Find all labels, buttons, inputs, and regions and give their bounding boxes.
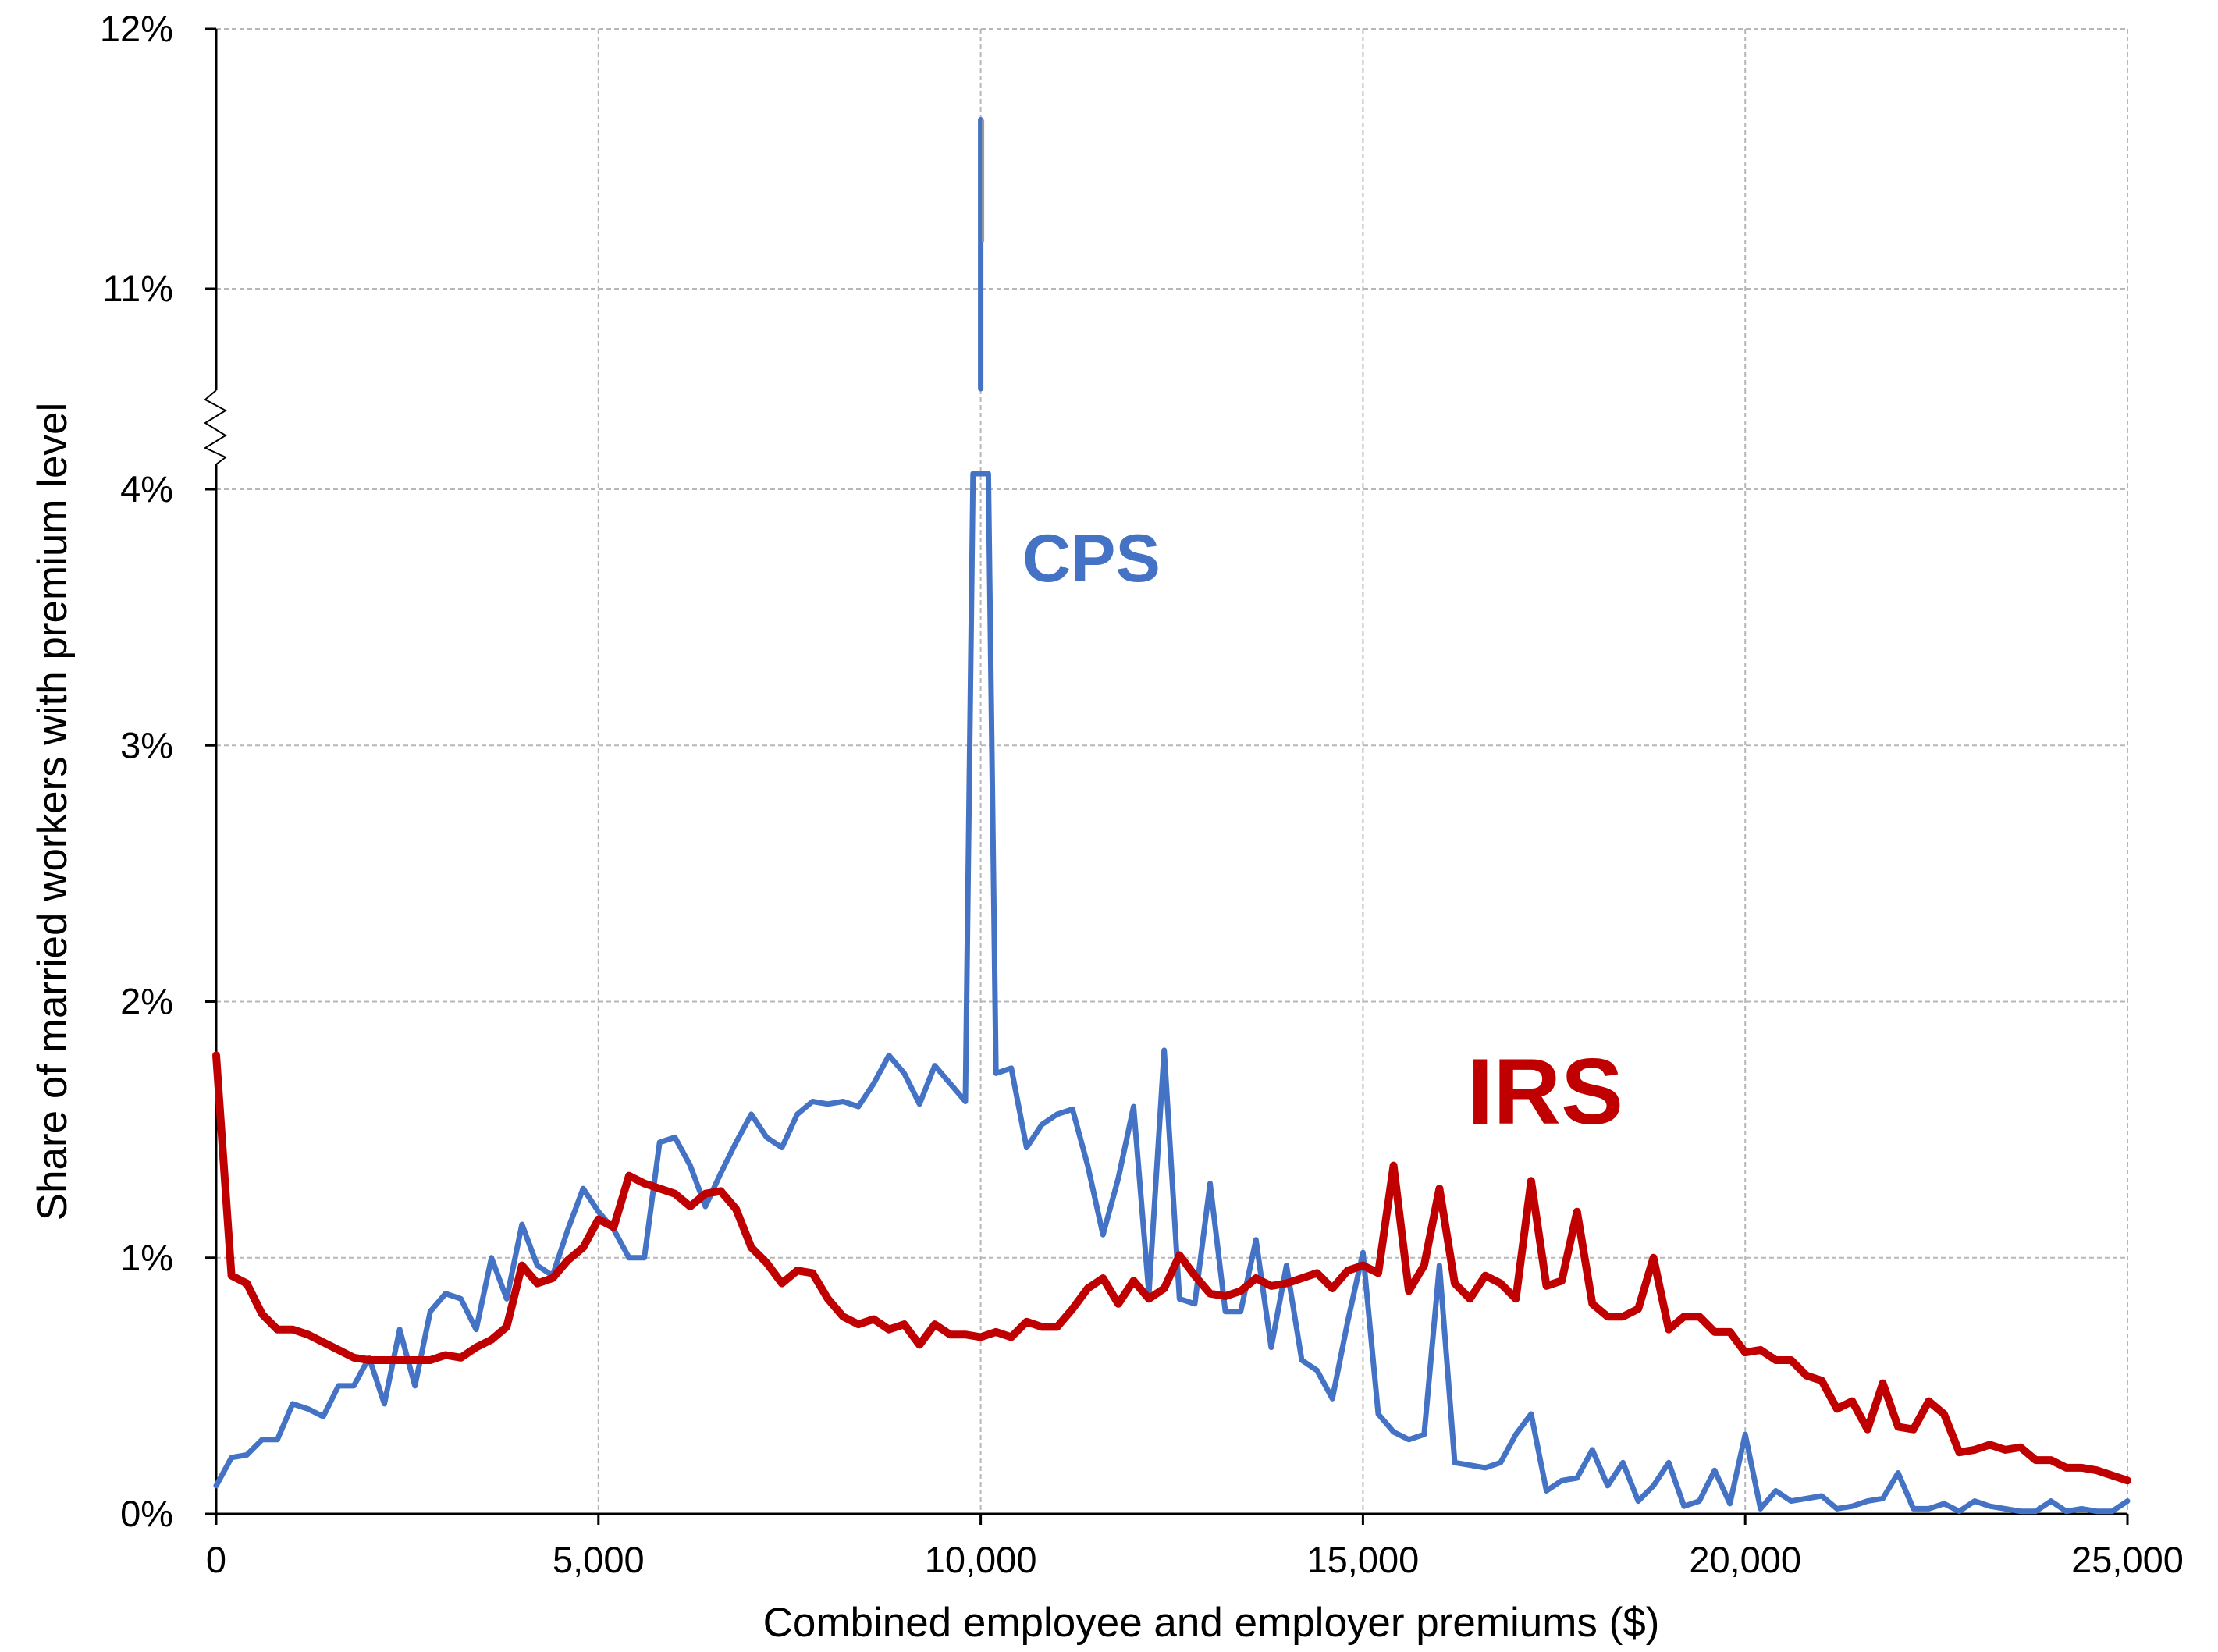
- axis-break-marker: [203, 389, 228, 465]
- y-tick-label: 4%: [120, 468, 173, 510]
- irs-series-label: IRS: [1467, 1039, 1623, 1144]
- series-line-cps: [213, 471, 2131, 1515]
- x-tick-label: 25,000: [2071, 1539, 2184, 1580]
- x-axis-title: Combined employee and employer premiums …: [763, 1600, 1660, 1646]
- grid-layer: [216, 28, 2128, 1514]
- cps-series-label: CPS: [1022, 521, 1161, 596]
- x-tick-label: 5,000: [553, 1539, 645, 1580]
- series-line-irs: [212, 1051, 2131, 1485]
- x-tick-label: 15,000: [1307, 1539, 1420, 1580]
- y-tick-label: 1%: [120, 1237, 173, 1278]
- y-tick-label: 11%: [102, 268, 173, 309]
- y-axis-title: Share of married workers with premium le…: [30, 403, 76, 1221]
- y-tick-label: 3%: [120, 724, 173, 766]
- x-tick-label: 0: [206, 1539, 226, 1580]
- label-layer: 0% 1% 2% 3% 4% 11% 12% 0 5,000 10,000 15,000 20,000…: [100, 8, 2184, 1580]
- y-tick-label: 0%: [120, 1493, 173, 1534]
- series-layer: [212, 117, 2131, 1515]
- x-tick-label: 10,000: [925, 1539, 1037, 1580]
- x-tick-label: 20,000: [1689, 1539, 1801, 1580]
- y-tick-label: 12%: [100, 8, 173, 49]
- y-tick-label: 2%: [120, 981, 173, 1022]
- axis-layer: [203, 27, 2129, 1525]
